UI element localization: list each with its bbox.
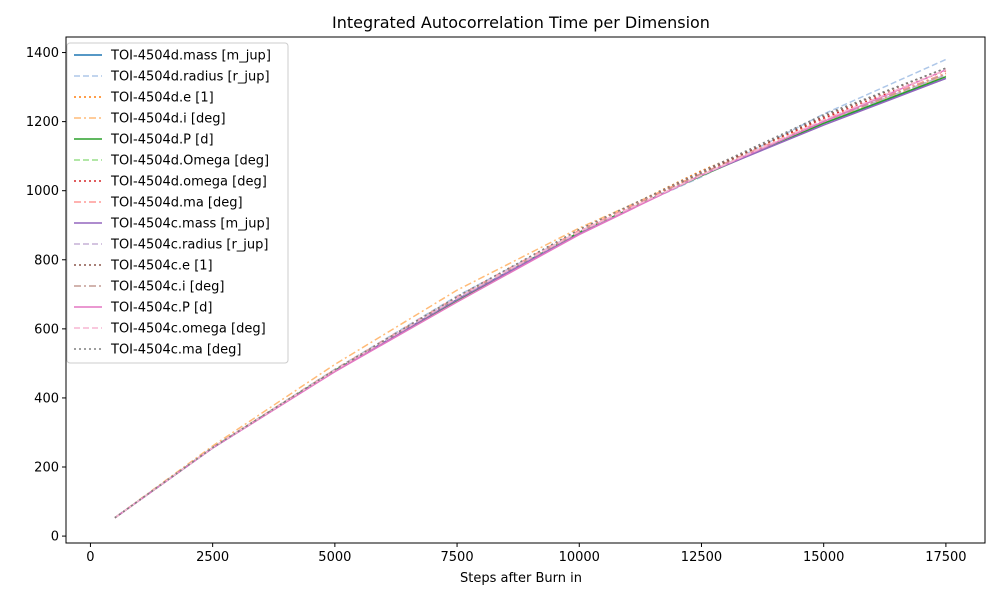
legend-label: TOI-4504c.ma [deg]	[110, 343, 241, 358]
x-tick-label: 10000	[559, 550, 600, 565]
y-tick-label: 200	[34, 461, 59, 476]
chart-title: Integrated Autocorrelation Time per Dime…	[332, 13, 710, 32]
y-tick-label: 400	[34, 391, 59, 406]
legend-label: TOI-4504c.i [deg]	[110, 280, 224, 295]
series-line	[114, 69, 947, 519]
legend-label: TOI-4504c.e [1]	[110, 259, 213, 274]
x-tick-label: 12500	[681, 550, 722, 565]
y-tick-label: 1400	[26, 46, 59, 61]
x-axis: 0 2500 5000 7500 10000 12500 15000 17500	[86, 543, 967, 565]
x-axis-title: Steps after Burn in	[460, 571, 582, 586]
x-tick-label: 5000	[318, 550, 351, 565]
legend-label: TOI-4504c.mass [m_jup]	[110, 217, 270, 232]
legend-label: TOI-4504c.radius [r_jup]	[110, 238, 268, 253]
legend-label: TOI-4504c.P [d]	[110, 301, 212, 316]
plot-lines	[114, 58, 947, 519]
y-tick-label: 1200	[26, 115, 59, 130]
y-tick-label: 800	[34, 253, 59, 268]
legend: TOI-4504d.mass [m_jup] TOI-4504d.radius […	[66, 42, 289, 364]
x-tick-label: 7500	[441, 550, 474, 565]
x-tick-label: 0	[86, 550, 94, 565]
legend-label: TOI-4504d.omega [deg]	[110, 175, 267, 190]
x-tick-label: 17500	[925, 550, 966, 565]
y-axis: 0 200 400 600 800 1000 1200 1400	[26, 46, 66, 545]
y-tick-label: 600	[34, 322, 59, 337]
series-line	[114, 74, 947, 519]
x-tick-label: 2500	[196, 550, 229, 565]
y-tick-label: 0	[51, 530, 59, 545]
legend-label: TOI-4504d.ma [deg]	[110, 196, 243, 211]
legend-label: TOI-4504d.P [d]	[110, 133, 214, 148]
y-tick-label: 1000	[26, 184, 59, 199]
plot-frame	[65, 36, 986, 544]
legend-box	[66, 42, 289, 364]
legend-label: TOI-4504d.e [1]	[110, 91, 214, 106]
legend-label: TOI-4504c.omega [deg]	[110, 322, 266, 337]
x-tick-label: 15000	[803, 550, 844, 565]
legend-label: TOI-4504d.i [deg]	[110, 112, 226, 127]
legend-label: TOI-4504d.Omega [deg]	[110, 154, 269, 169]
legend-label: TOI-4504d.mass [m_jup]	[110, 49, 271, 64]
legend-label: TOI-4504d.radius [r_jup]	[110, 70, 270, 85]
